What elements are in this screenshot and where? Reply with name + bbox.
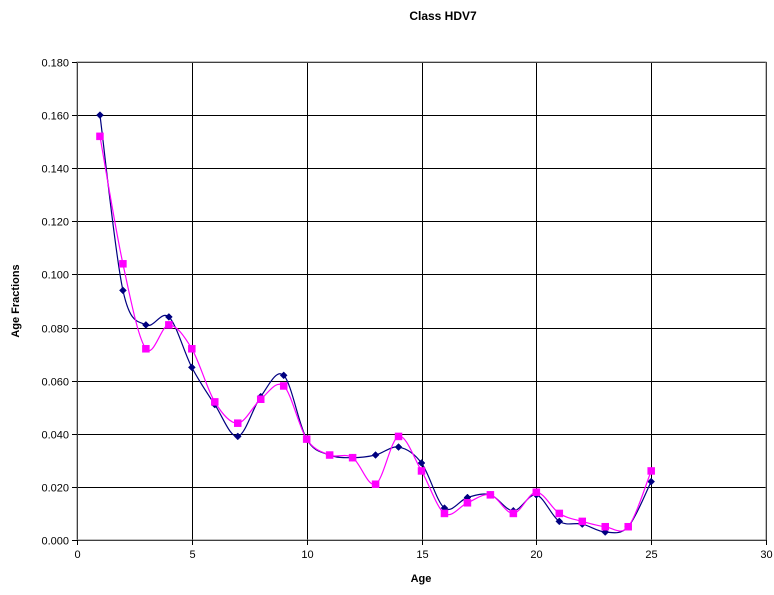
data-point-square	[234, 419, 242, 427]
data-point-square	[211, 398, 219, 406]
data-point-diamond	[187, 363, 196, 372]
x-tick-label: 25	[645, 549, 657, 561]
y-tick-label: 0.080	[41, 324, 69, 336]
data-point-square	[165, 321, 173, 329]
x-tick-label: 5	[189, 549, 195, 561]
x-tick-label: 0	[74, 549, 80, 561]
data-point-square	[142, 345, 150, 353]
data-point-square	[463, 499, 472, 507]
y-tick-label: 0.120	[41, 217, 69, 229]
x-axis-ticks: 0 5 10 15 20 25 30	[74, 540, 773, 561]
y-axis-label: Age Fractions	[10, 264, 22, 337]
y-tick-label: 0.020	[41, 483, 69, 495]
data-point-square	[509, 509, 518, 518]
data-point-square	[279, 382, 288, 390]
data-point-diamond	[371, 451, 380, 459]
y-tick-label: 0.100	[41, 270, 69, 282]
x-tick-label: 20	[530, 549, 542, 561]
data-point-diamond	[279, 371, 288, 380]
data-point-square	[417, 467, 426, 475]
y-tick-label: 0.140	[41, 164, 69, 176]
y-tick-label: 0.160	[41, 111, 69, 123]
x-tick-label: 30	[760, 549, 772, 561]
data-point-diamond	[165, 313, 173, 321]
x-axis-label: Age	[411, 573, 432, 585]
y-axis-ticks: 0.000 0.020 0.040 0.060 0.080 0.100 0.120 0.140…	[41, 58, 77, 548]
data-point-square	[486, 491, 495, 499]
data-point-square	[440, 509, 449, 518]
data-point-square	[555, 509, 564, 518]
data-point-square	[325, 451, 334, 459]
data-point-diamond	[555, 517, 564, 526]
data-point-square	[532, 488, 541, 496]
data-point-square	[578, 517, 587, 526]
data-point-diamond	[417, 459, 426, 467]
data-point-square	[119, 260, 127, 268]
chart-title: Class HDV7	[409, 9, 477, 23]
data-point-square	[371, 480, 380, 488]
data-point-square	[302, 435, 311, 443]
series-layer	[96, 111, 656, 536]
data-point-diamond	[647, 477, 656, 486]
plot-area-frame	[76, 61, 767, 541]
y-tick-label: 0.060	[41, 377, 69, 389]
y-tick-label: 0.040	[41, 430, 69, 442]
data-point-diamond	[96, 111, 104, 119]
x-tick-label: 10	[301, 549, 313, 561]
data-point-diamond	[394, 443, 403, 451]
data-point-square	[188, 345, 196, 353]
data-point-diamond	[142, 321, 150, 329]
data-point-square	[624, 522, 632, 531]
data-point-square	[394, 432, 403, 441]
data-point-square	[348, 453, 357, 462]
data-point-diamond	[119, 286, 127, 295]
data-point-square	[256, 395, 265, 404]
data-point-square	[96, 132, 104, 141]
y-tick-label: 0.000	[41, 536, 69, 548]
data-point-square	[601, 522, 609, 531]
series-2	[96, 132, 655, 532]
y-tick-label: 0.180	[41, 58, 69, 70]
data-point-diamond	[233, 432, 242, 441]
x-tick-label: 15	[416, 549, 428, 561]
data-point-square	[647, 467, 655, 475]
